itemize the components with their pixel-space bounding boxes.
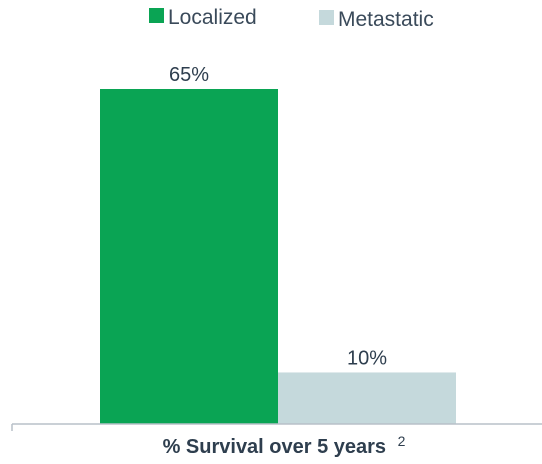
x-axis: % Survival over 5 years 2 [11, 423, 542, 458]
bar-metastatic [278, 372, 456, 424]
bars [100, 89, 456, 424]
legend-label-metastatic: Metastatic [338, 8, 434, 31]
data-labels: 65% 10% [169, 64, 387, 369]
legend-label-localized: Localized [168, 6, 257, 29]
x-axis-label-superscript: 2 [398, 433, 406, 449]
data-label-localized: 65% [169, 64, 209, 86]
x-axis-label-text: % Survival over 5 years [163, 436, 386, 458]
legend-swatch-localized [149, 8, 164, 23]
legend-swatch-metastatic [319, 10, 334, 25]
x-axis-label: % Survival over 5 years 2 [163, 433, 406, 458]
legend: Localized Metastatic [149, 6, 434, 31]
bar-localized [100, 89, 278, 424]
data-label-metastatic: 10% [347, 347, 387, 369]
